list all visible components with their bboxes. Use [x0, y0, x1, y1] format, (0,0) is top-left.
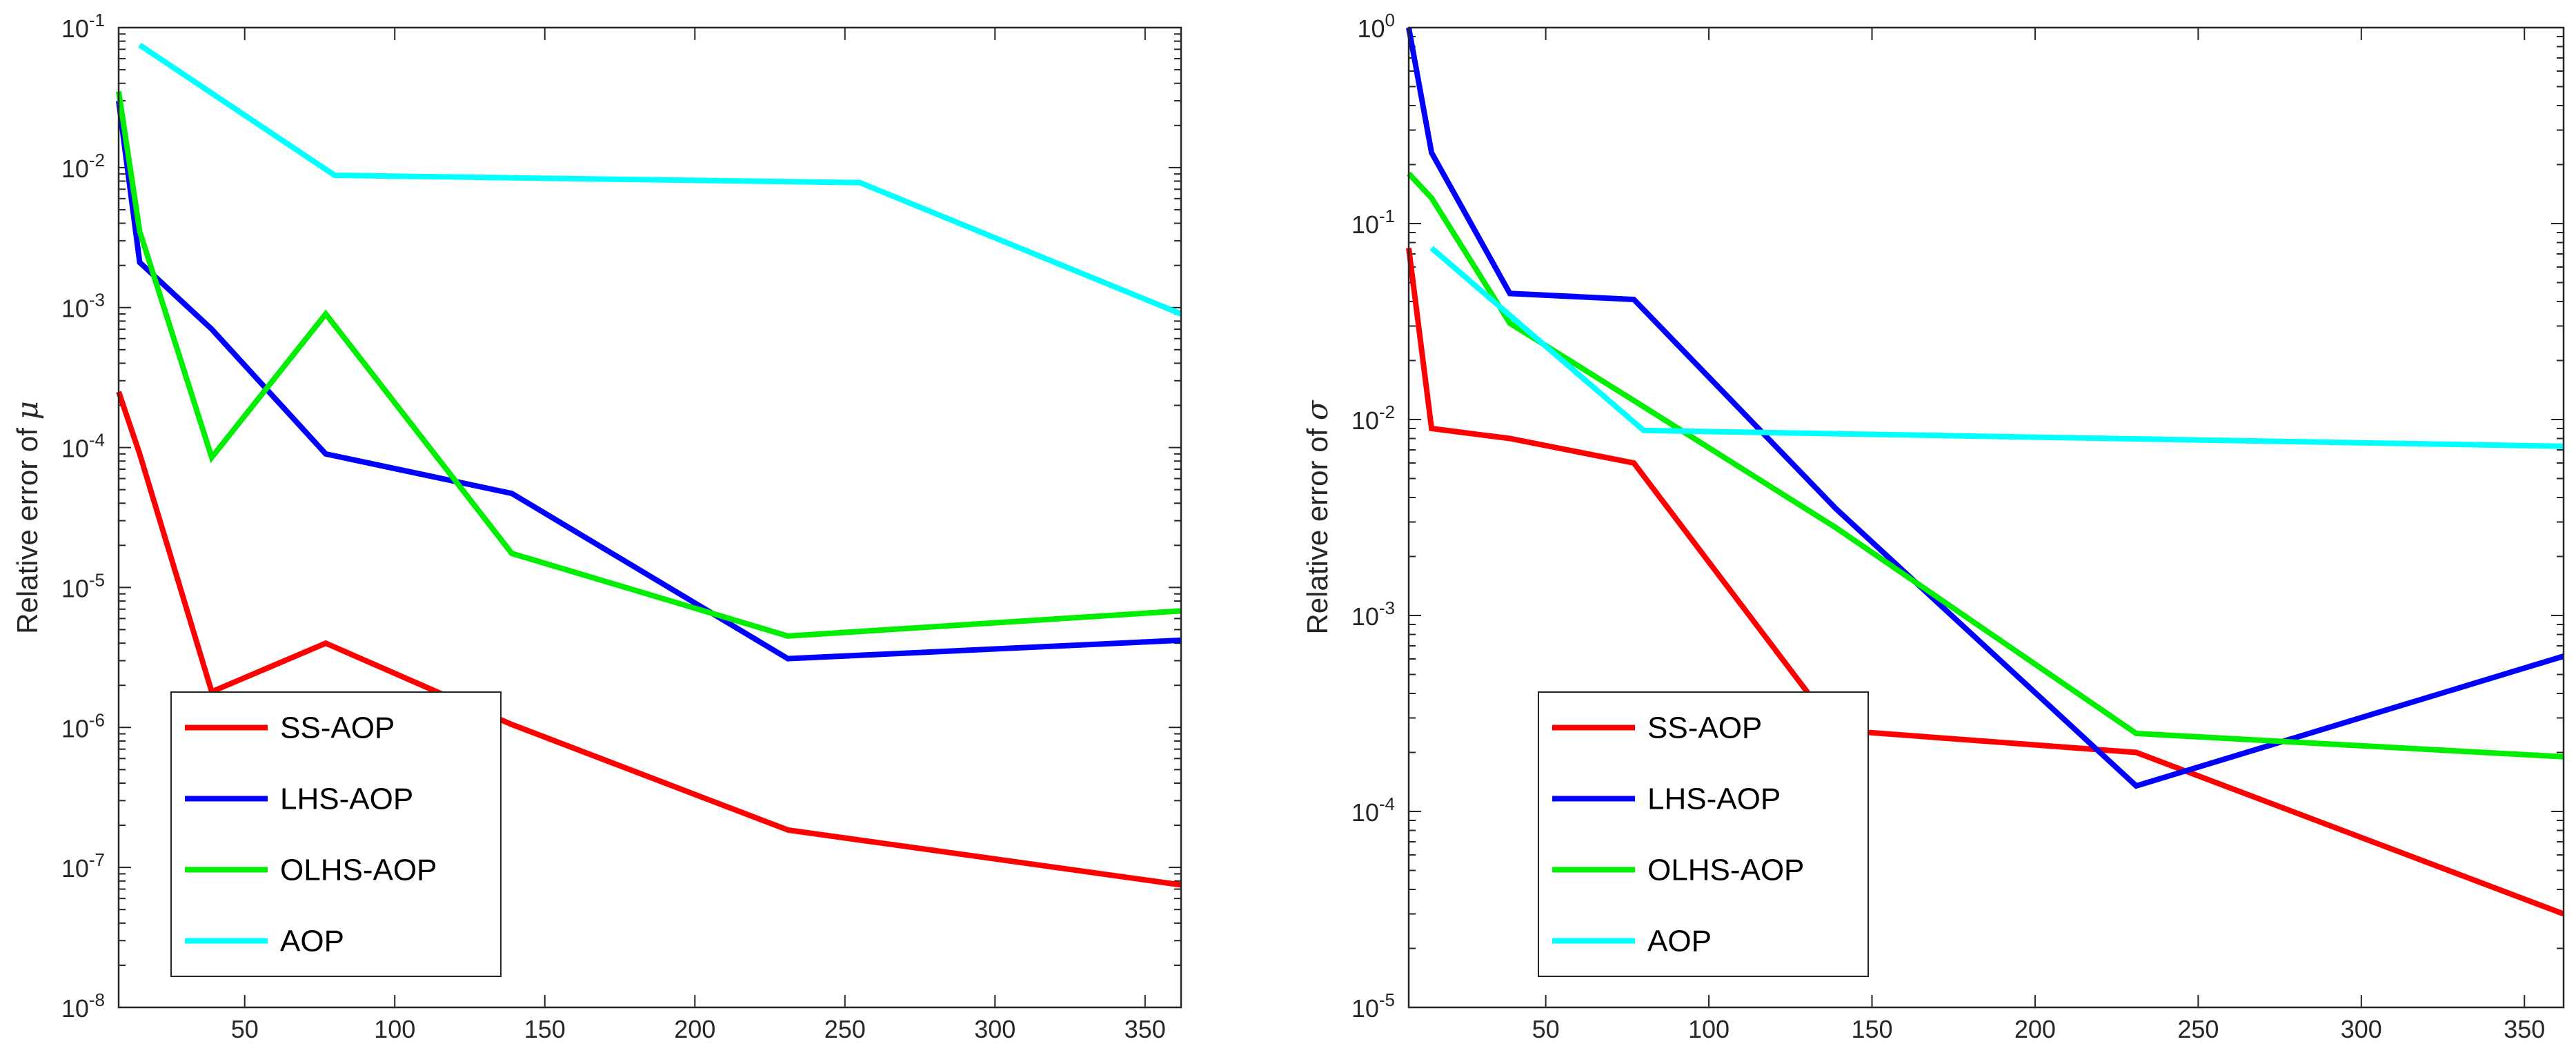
axes-box: [1407, 26, 2565, 1009]
series-line-lhs-aop: [116, 100, 1182, 662]
series-line-lhs-aop: [1406, 27, 2565, 789]
x-tick-label: 300: [974, 1015, 1015, 1043]
series-line-ss-aop: [116, 391, 1182, 888]
y-tick-label: 10-5: [1351, 989, 1395, 1023]
x-tick-label: 50: [231, 1015, 259, 1043]
chart-left: 10-8 10-7 10-6 10-5 10-4 10-3 10-2 10-1 50 100 150…: [10, 10, 1182, 1055]
x-tick-label: 250: [2177, 1015, 2219, 1043]
x-tick-label: 100: [374, 1015, 415, 1043]
y-axis-label: Relative error of μ: [10, 401, 44, 634]
series-line-ss-aop: [1406, 247, 2565, 917]
legend: SS-AOP LHS-AOP OLHS-AOP AOP: [1538, 691, 1869, 977]
x-tick-label: 100: [1688, 1015, 1730, 1043]
y-tick-label: 10-8: [61, 989, 105, 1023]
x-tick-label: 200: [674, 1015, 715, 1043]
legend-label: AOP: [1647, 925, 1712, 958]
x-tick-label: 300: [2341, 1015, 2382, 1043]
legend-box: [170, 691, 502, 977]
legend-label: AOP: [280, 925, 344, 958]
y-axis-label: Relative error of σ: [1300, 400, 1334, 634]
y-tick-label: 10-4: [61, 430, 105, 463]
y-tick-label: 10-4: [1351, 793, 1395, 827]
x-axis-label: The number of sampling points: [1787, 1053, 2186, 1055]
y-tick-label: 10-7: [61, 849, 105, 883]
x-tick-label: 150: [524, 1015, 566, 1043]
y-tick-label: 100: [1357, 10, 1395, 43]
legend-label: OLHS-AOP: [1647, 854, 1804, 887]
y-tick-label: 10-5: [61, 569, 105, 602]
y-tick-label: 10-2: [61, 150, 105, 183]
legend-label: OLHS-AOP: [280, 854, 437, 887]
series-line-aop: [138, 42, 1182, 317]
legend: SS-AOP LHS-AOP OLHS-AOP AOP: [170, 691, 502, 977]
y-tick-label: 10-6: [61, 709, 105, 742]
y-tick-label: 10-3: [61, 290, 105, 323]
y-tick-label: 10-1: [61, 10, 105, 43]
chart-right: 10-5 10-4 10-3 10-2 10-1 100 50 100 150 200 250 300…: [1300, 10, 2565, 1055]
series-line-aop: [1429, 246, 2564, 449]
x-tick-label: 200: [2014, 1015, 2056, 1043]
series-line-olhs-aop: [1407, 171, 2564, 760]
legend-box: [1538, 691, 1869, 977]
y-tick-label: 10-3: [1351, 598, 1395, 631]
series-line-olhs-aop: [116, 90, 1182, 639]
axes-box: [117, 26, 1182, 1009]
x-tick-label: 250: [824, 1015, 866, 1043]
y-tick-label: 10-1: [1351, 206, 1395, 239]
legend-label: SS-AOP: [1647, 711, 1762, 745]
x-tick-label: 350: [1124, 1015, 1166, 1043]
y-minor-ticks: [119, 33, 1181, 966]
x-tick-label: 150: [1851, 1015, 1892, 1043]
legend-label: SS-AOP: [280, 711, 395, 745]
x-tick-label: 350: [2504, 1015, 2545, 1043]
legend-label: LHS-AOP: [280, 782, 413, 816]
x-axis-label: The number of sampling points: [451, 1053, 849, 1055]
y-tick-label: 10-2: [1351, 402, 1395, 435]
legend-label: LHS-AOP: [1647, 782, 1781, 816]
x-tick-label: 50: [1532, 1015, 1560, 1043]
